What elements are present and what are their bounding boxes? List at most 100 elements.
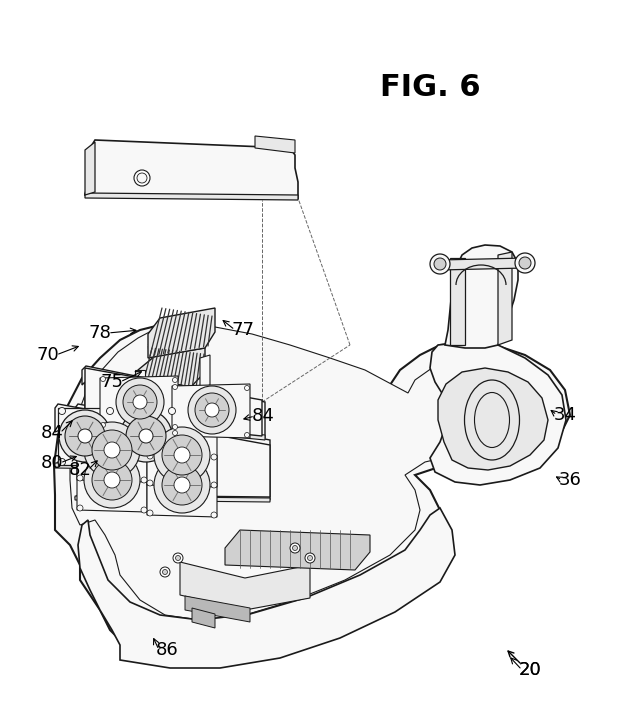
Circle shape: [116, 378, 164, 426]
Polygon shape: [172, 384, 250, 438]
Circle shape: [106, 408, 113, 414]
Circle shape: [174, 447, 190, 463]
Circle shape: [173, 377, 177, 382]
Circle shape: [77, 448, 83, 454]
Polygon shape: [85, 193, 298, 200]
Polygon shape: [440, 258, 525, 270]
Circle shape: [173, 425, 177, 430]
Circle shape: [162, 465, 202, 505]
Polygon shape: [54, 325, 570, 665]
Circle shape: [92, 430, 132, 470]
Circle shape: [100, 423, 106, 428]
Polygon shape: [438, 368, 548, 470]
Circle shape: [123, 385, 157, 419]
Polygon shape: [58, 408, 113, 465]
Text: 70: 70: [36, 346, 60, 364]
Polygon shape: [430, 342, 566, 485]
Circle shape: [160, 567, 170, 577]
Text: 84: 84: [40, 424, 63, 442]
Text: 84: 84: [252, 407, 275, 425]
Text: 36: 36: [559, 471, 581, 489]
Circle shape: [139, 429, 153, 443]
Polygon shape: [85, 140, 298, 198]
Circle shape: [244, 433, 250, 438]
Circle shape: [515, 253, 535, 273]
Polygon shape: [445, 245, 518, 348]
Polygon shape: [75, 496, 270, 502]
Circle shape: [519, 257, 531, 269]
Polygon shape: [77, 448, 147, 512]
Circle shape: [77, 505, 83, 511]
Circle shape: [162, 435, 202, 475]
Circle shape: [168, 459, 175, 465]
Circle shape: [163, 569, 168, 574]
Circle shape: [84, 452, 140, 508]
Polygon shape: [55, 404, 178, 468]
Polygon shape: [75, 404, 270, 500]
Polygon shape: [100, 376, 178, 430]
Circle shape: [77, 475, 83, 481]
Text: 82: 82: [68, 461, 92, 479]
Circle shape: [173, 430, 177, 435]
Polygon shape: [82, 418, 265, 440]
Circle shape: [120, 410, 172, 462]
Polygon shape: [118, 408, 175, 465]
Circle shape: [211, 482, 217, 488]
Circle shape: [126, 416, 166, 456]
Circle shape: [290, 543, 300, 553]
Circle shape: [100, 377, 106, 382]
Circle shape: [59, 410, 111, 462]
Circle shape: [84, 422, 140, 478]
Polygon shape: [180, 562, 310, 610]
Circle shape: [92, 460, 132, 500]
Circle shape: [188, 386, 236, 434]
Circle shape: [211, 512, 217, 518]
Polygon shape: [77, 418, 147, 482]
Polygon shape: [450, 258, 465, 345]
Polygon shape: [192, 608, 215, 628]
Circle shape: [58, 408, 65, 414]
Text: 20: 20: [518, 661, 541, 679]
Circle shape: [104, 472, 120, 488]
Circle shape: [154, 457, 210, 513]
Circle shape: [307, 556, 312, 561]
Polygon shape: [200, 355, 210, 388]
Text: 86: 86: [156, 641, 179, 659]
Text: FIG. 6: FIG. 6: [380, 74, 480, 103]
Circle shape: [168, 408, 175, 414]
Polygon shape: [80, 410, 270, 497]
Circle shape: [147, 480, 153, 486]
Circle shape: [118, 459, 125, 465]
Circle shape: [292, 545, 298, 551]
Polygon shape: [147, 453, 217, 517]
Circle shape: [211, 424, 217, 430]
Circle shape: [141, 477, 147, 483]
Circle shape: [147, 453, 153, 459]
Polygon shape: [225, 530, 370, 570]
Circle shape: [78, 429, 92, 443]
Circle shape: [211, 454, 217, 460]
Polygon shape: [147, 423, 217, 487]
Text: 77: 77: [232, 321, 255, 339]
Circle shape: [104, 442, 120, 458]
Circle shape: [118, 408, 125, 414]
Circle shape: [141, 507, 147, 513]
Text: 34: 34: [554, 406, 577, 424]
Circle shape: [106, 459, 113, 465]
Circle shape: [175, 556, 180, 561]
Circle shape: [137, 173, 147, 183]
Circle shape: [173, 553, 183, 563]
Circle shape: [195, 393, 229, 427]
Polygon shape: [185, 596, 250, 622]
Text: 75: 75: [100, 373, 124, 391]
Circle shape: [133, 395, 147, 409]
Polygon shape: [85, 142, 95, 195]
Circle shape: [305, 553, 315, 563]
Polygon shape: [82, 366, 265, 438]
Polygon shape: [255, 136, 295, 153]
Circle shape: [77, 418, 83, 424]
Circle shape: [154, 427, 210, 483]
Polygon shape: [78, 508, 455, 668]
Text: 20: 20: [518, 661, 541, 679]
Circle shape: [205, 403, 219, 417]
